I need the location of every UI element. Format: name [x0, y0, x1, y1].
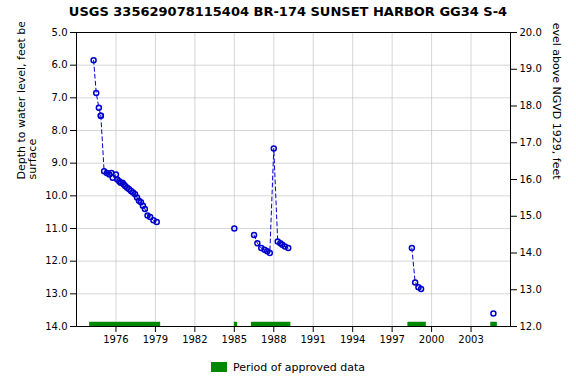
svg-text:6.0: 6.0: [52, 59, 68, 70]
svg-text:12.0: 12.0: [45, 255, 67, 266]
svg-text:1982: 1982: [182, 334, 207, 345]
svg-text:15.0: 15.0: [520, 210, 542, 221]
svg-text:2000: 2000: [419, 334, 444, 345]
svg-text:1994: 1994: [340, 334, 365, 345]
svg-text:9.0: 9.0: [52, 157, 68, 168]
svg-text:7.0: 7.0: [52, 92, 68, 103]
svg-text:16.0: 16.0: [520, 174, 542, 185]
svg-text:17.0: 17.0: [520, 137, 542, 148]
svg-text:18.0: 18.0: [520, 100, 542, 111]
svg-text:1976: 1976: [103, 334, 128, 345]
svg-text:Groundwater level above NGVD 1: Groundwater level above NGVD 1929, feet: [550, 22, 563, 180]
html-text:Period of approved data: Period of approved data: [232, 360, 366, 374]
svg-text:14.0: 14.0: [520, 247, 542, 258]
svg-text:13.0: 13.0: [520, 284, 542, 295]
svg-text:1988: 1988: [261, 334, 286, 345]
svg-text:11.0: 11.0: [45, 223, 67, 234]
svg-text:13.0: 13.0: [45, 288, 67, 299]
svg-text:20.0: 20.0: [520, 27, 542, 38]
svg-text:8.0: 8.0: [52, 125, 68, 136]
svg-text:1997: 1997: [379, 334, 404, 345]
svg-text:Depth to water level, feet bel: Depth to water level, feet below landsur…: [15, 22, 39, 180]
svg-text:19.0: 19.0: [520, 63, 542, 74]
svg-text:5.0: 5.0: [52, 27, 68, 38]
svg-text:12.0: 12.0: [520, 321, 542, 332]
svg-text:1991: 1991: [301, 334, 326, 345]
svg-text:1979: 1979: [143, 334, 168, 345]
html-text:USGS 335629078115404 BR-174 SU: USGS 335629078115404 BR-174 SUNSET HARBO…: [68, 4, 508, 19]
svg-text:1985: 1985: [222, 334, 247, 345]
svg-text:14.0: 14.0: [45, 321, 67, 332]
svg-text:10.0: 10.0: [45, 190, 67, 201]
svg-text:2003: 2003: [458, 334, 483, 345]
